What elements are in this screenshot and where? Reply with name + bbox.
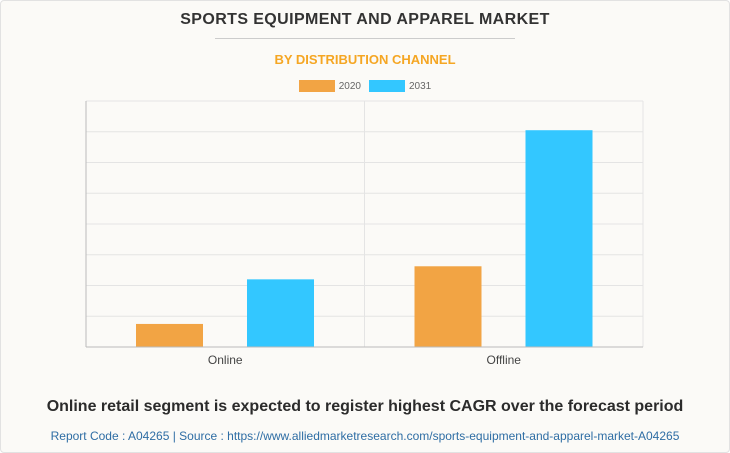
bar-2031-online [247, 279, 314, 347]
chart-legend: 2020 2031 [0, 80, 730, 92]
legend-swatch-2020 [298, 80, 335, 92]
legend-item-2020[interactable]: 2020 [298, 80, 361, 92]
chart-subtitle: BY DISTRIBUTION CHANNEL [274, 52, 456, 67]
bar-2020-online [136, 323, 203, 347]
bar-2031-offline [525, 130, 593, 347]
title-divider [215, 38, 515, 39]
bar-2020-offline [414, 266, 482, 347]
legend-label-2031: 2031 [409, 80, 432, 92]
source-footer[interactable]: Report Code : A04265 | Source : https://… [50, 429, 680, 443]
legend-item-2031[interactable]: 2031 [369, 80, 431, 92]
x-tick-label-offline: Offline [487, 353, 522, 367]
chart-title: SPORTS EQUIPMENT AND APPAREL MARKET [180, 11, 550, 28]
chart-caption: Online retail segment is expected to reg… [46, 398, 684, 415]
x-tick-label-online: Online [208, 353, 243, 367]
legend-label-2020: 2020 [338, 80, 361, 92]
legend-swatch-2031 [369, 80, 405, 92]
